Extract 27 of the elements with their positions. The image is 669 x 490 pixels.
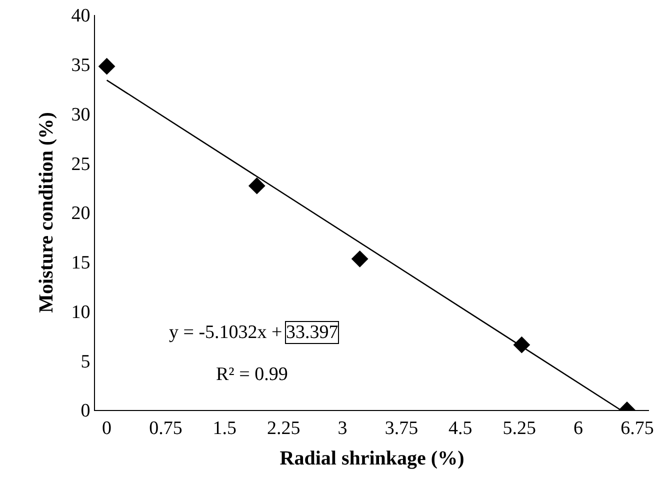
x-tick-label: 1.5	[212, 418, 237, 439]
y-tick-label: 10	[71, 302, 90, 323]
x-tick-label: 6	[574, 418, 584, 439]
point	[248, 177, 266, 194]
annotation: R² = 0.99	[216, 364, 288, 385]
y-tick-label: 40	[71, 6, 90, 27]
point	[351, 250, 368, 268]
y-tick-label: 0	[80, 400, 90, 422]
y-tick-label: 25	[71, 154, 90, 175]
x-axis-title: Radial shrinkage (%)	[280, 447, 464, 470]
y-tick-label: 20	[71, 203, 90, 224]
point	[98, 58, 116, 75]
x-tick-label: 5.25	[502, 418, 536, 439]
x-tick-label: 3	[338, 418, 348, 439]
annotation: 33.397	[286, 322, 338, 343]
y-tick-label: 5	[80, 351, 90, 372]
y-tick-label: 15	[71, 252, 90, 274]
y-tick-label: 30	[71, 104, 90, 126]
y-axis-title: Moisture condition (%)	[36, 112, 58, 313]
x-tick-label: 4.5	[448, 418, 472, 439]
y-tick-label: 35	[71, 55, 90, 76]
x-tick-label: 2.25	[266, 418, 300, 439]
x-tick-label: 3.75	[384, 418, 418, 439]
x-tick-label: 6.75	[620, 418, 654, 439]
x-tick-label: 0.75	[149, 418, 182, 439]
x-tick-label: 0	[102, 418, 112, 439]
annotation: y = -5.1032x +	[169, 322, 282, 343]
